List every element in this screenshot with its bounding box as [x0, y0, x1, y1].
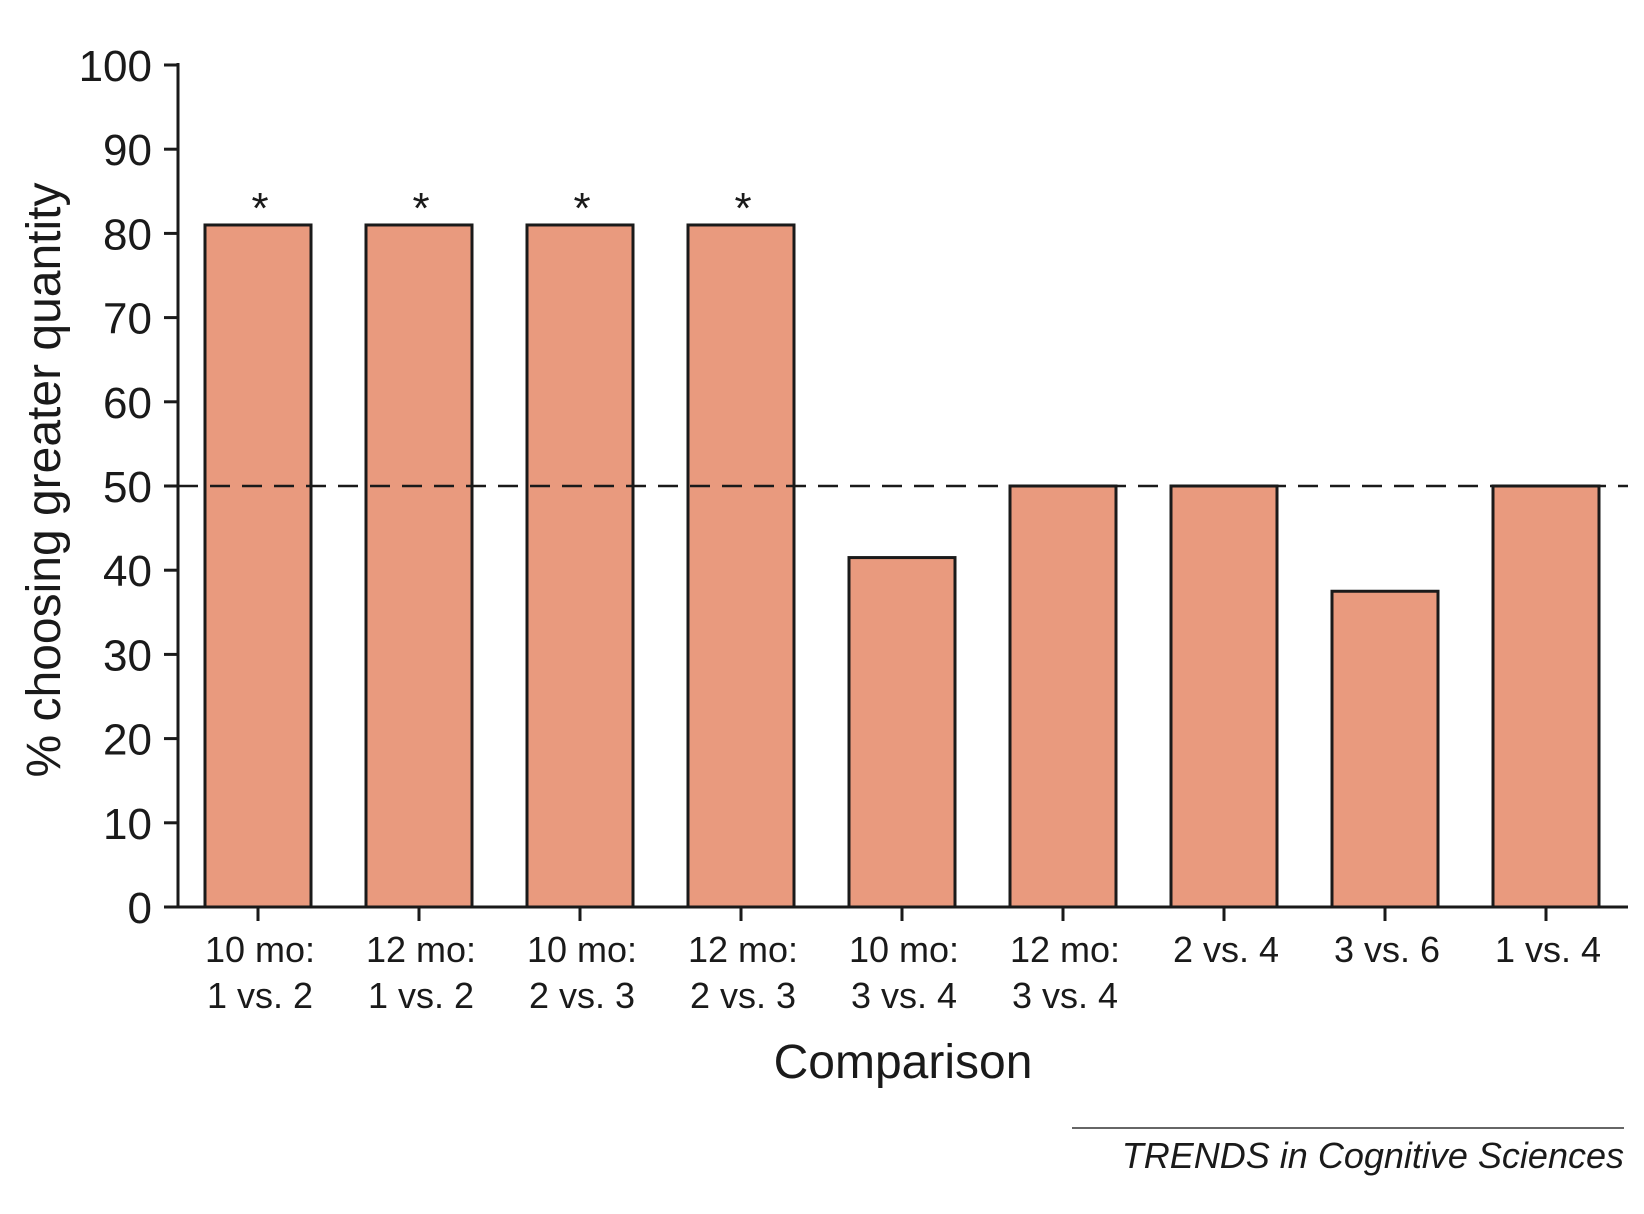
bar [1169, 484, 1279, 909]
bar [525, 223, 635, 909]
x-tick-label: 10 mo: [849, 929, 959, 970]
x-tick-label: 3 vs. 4 [851, 975, 957, 1016]
labels: 0 10 20 30 40 50 60 70 80 90 100 10 mo: 1 vs. 2 12 mo… [79, 42, 1601, 1016]
x-tick-label: 10 mo: [527, 929, 637, 970]
x-tick-label: 1 vs. 4 [1495, 929, 1601, 970]
y-tick-label: 10 [103, 800, 152, 849]
x-tick-label: 10 mo: [205, 929, 315, 970]
x-tick-label: 2 vs. 3 [690, 975, 796, 1016]
significance-asterisk: * [412, 184, 429, 233]
significance-asterisk: * [734, 184, 751, 233]
x-tick-label: 12 mo: [366, 929, 476, 970]
credit-text: TRENDS in Cognitive Sciences [1122, 1135, 1624, 1176]
x-tick-label: 12 mo: [688, 929, 798, 970]
y-tick-label: 20 [103, 716, 152, 765]
y-tick-label: 50 [103, 463, 152, 512]
significance-asterisk: * [573, 184, 590, 233]
y-tick-label: 40 [103, 547, 152, 596]
x-tick-label: 2 vs. 3 [529, 975, 635, 1016]
y-tick-label: 60 [103, 379, 152, 428]
x-tick-label: 1 vs. 2 [368, 975, 474, 1016]
y-tick-label: 80 [103, 210, 152, 259]
bar [364, 223, 474, 909]
axes [164, 63, 1628, 921]
y-tick-label: 70 [103, 295, 152, 344]
y-tick-label: 0 [128, 884, 152, 933]
x-tick-label: 12 mo: [1010, 929, 1120, 970]
bars [203, 223, 1601, 909]
bar [686, 223, 796, 909]
bar [847, 556, 957, 909]
x-tick-label: 3 vs. 6 [1334, 929, 1440, 970]
x-tick-label: 3 vs. 4 [1012, 975, 1118, 1016]
x-axis-title: Comparison [774, 1036, 1033, 1089]
y-tick-label: 30 [103, 631, 152, 680]
x-tick-label: 2 vs. 4 [1173, 929, 1279, 970]
bar [1008, 484, 1118, 909]
bar [203, 223, 313, 909]
bar [1491, 484, 1601, 909]
x-tick-label: 1 vs. 2 [207, 975, 313, 1016]
y-tick-label: 90 [103, 126, 152, 175]
y-tick-label: 100 [79, 42, 152, 91]
significance-asterisk: * [251, 184, 268, 233]
y-axis-title: % choosing greater quantity [18, 182, 71, 777]
bar [1330, 589, 1440, 909]
